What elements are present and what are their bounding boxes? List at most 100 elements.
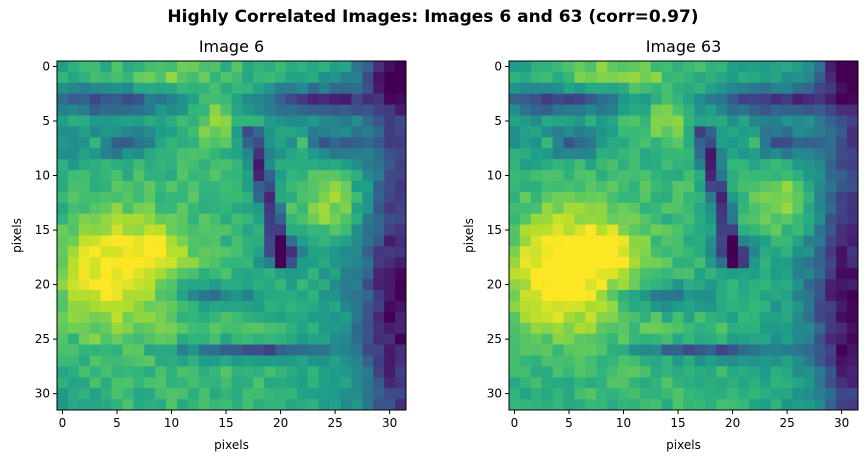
heatmap-cell: [519, 126, 532, 138]
heatmap-cell: [585, 388, 597, 400]
heatmap-cell: [618, 388, 630, 400]
heatmap-cell: [836, 170, 848, 182]
heatmap-cell: [253, 202, 265, 215]
heatmap-cell: [716, 170, 728, 182]
heatmap-cell: [231, 246, 243, 258]
heatmap-cell: [618, 355, 630, 367]
heatmap-cell: [373, 399, 385, 411]
heatmap-cell: [395, 159, 407, 171]
heatmap-cell: [781, 93, 793, 106]
heatmap-cell: [329, 366, 341, 378]
heatmap-cell: [307, 268, 320, 280]
heatmap-cell: [541, 366, 554, 378]
heatmap-cell: [836, 115, 848, 127]
heatmap-cell: [683, 355, 695, 367]
heatmap-cell: [738, 159, 750, 171]
heatmap-cell: [574, 399, 586, 411]
heatmap-cell: [89, 388, 102, 400]
heatmap-cell: [650, 290, 663, 302]
heatmap-cell: [519, 311, 532, 324]
heatmap-cell: [133, 180, 145, 193]
heatmap-cell: [748, 311, 761, 324]
heatmap-cell: [585, 300, 597, 313]
heatmap-cell: [122, 300, 134, 313]
heatmap-cell: [111, 399, 123, 411]
heatmap-cell: [395, 344, 407, 356]
heatmap-cell: [509, 115, 521, 127]
heatmap-cell: [198, 126, 211, 138]
heatmap-cell: [220, 333, 232, 345]
heatmap-cell: [166, 61, 178, 73]
heatmap-cell: [618, 235, 630, 247]
heatmap-cell: [639, 279, 652, 291]
heatmap-cell: [563, 290, 575, 302]
heatmap-cell: [509, 61, 521, 73]
heatmap-cell: [78, 148, 91, 160]
heatmap-cell: [738, 311, 750, 324]
heatmap-cell: [792, 279, 804, 291]
heatmap-cell: [792, 322, 804, 335]
heatmap-cell: [296, 93, 309, 106]
heatmap-cell: [340, 311, 352, 324]
heatmap-cell: [585, 224, 597, 236]
heatmap-cell: [329, 148, 341, 160]
heatmap-cell: [373, 170, 385, 182]
heatmap-cell: [78, 126, 91, 138]
heatmap-cell: [67, 355, 80, 367]
heatmap-cell: [509, 71, 521, 84]
heatmap-cell: [286, 137, 298, 149]
heatmap-cell: [373, 104, 385, 116]
heatmap-cell: [585, 159, 597, 171]
heatmap-cell: [509, 268, 521, 280]
heatmap-cell: [748, 246, 761, 258]
heatmap-cell: [836, 399, 848, 411]
heatmap-cell: [264, 290, 276, 302]
heatmap-cell: [166, 126, 178, 138]
heatmap-cell: [814, 290, 826, 302]
heatmap-cell: [781, 344, 793, 356]
heatmap-cell: [122, 388, 134, 400]
heatmap-cell: [329, 257, 341, 269]
heatmap-cell: [803, 333, 815, 345]
heatmap-cell: [307, 191, 320, 204]
heatmap-cell: [166, 322, 178, 335]
heatmap-cell: [541, 82, 554, 95]
heatmap-cell: [307, 246, 320, 258]
heatmap-cell: [519, 355, 532, 367]
heatmap-cell: [530, 202, 543, 215]
heatmap-cell: [89, 224, 102, 236]
heatmap-cell: [607, 268, 619, 280]
y-tick-label: 25: [35, 332, 50, 346]
heatmap-cell: [825, 82, 837, 95]
heatmap-cell: [351, 246, 363, 258]
heatmap-cell: [792, 246, 804, 258]
heatmap-cell: [155, 257, 167, 269]
heatmap-cell: [67, 322, 80, 335]
heatmap-cell: [198, 355, 211, 367]
heatmap-cell: [639, 366, 652, 378]
heatmap-cell: [770, 235, 783, 247]
heatmap-cell: [770, 246, 783, 258]
heatmap-cell: [759, 71, 772, 84]
heatmap-cell: [814, 300, 826, 313]
heatmap-cell: [67, 202, 80, 215]
heatmap-cell: [650, 333, 663, 345]
heatmap-cell: [716, 137, 728, 149]
heatmap-cell: [329, 202, 341, 215]
heatmap-cell: [231, 268, 243, 280]
heatmap-cell: [122, 104, 134, 116]
heatmap-cell: [618, 61, 630, 73]
heatmap-cell: [596, 137, 608, 149]
heatmap-cell: [231, 61, 243, 73]
heatmap-cell: [585, 290, 597, 302]
heatmap-cell: [67, 246, 80, 258]
heatmap-cell: [57, 377, 69, 389]
heatmap-cell: [748, 170, 761, 182]
heatmap-cell: [748, 366, 761, 378]
heatmap-cell: [307, 300, 320, 313]
heatmap-cell: [705, 279, 717, 291]
heatmap-cell: [209, 170, 221, 182]
heatmap-cell: [231, 388, 243, 400]
heatmap-cell: [574, 300, 586, 313]
